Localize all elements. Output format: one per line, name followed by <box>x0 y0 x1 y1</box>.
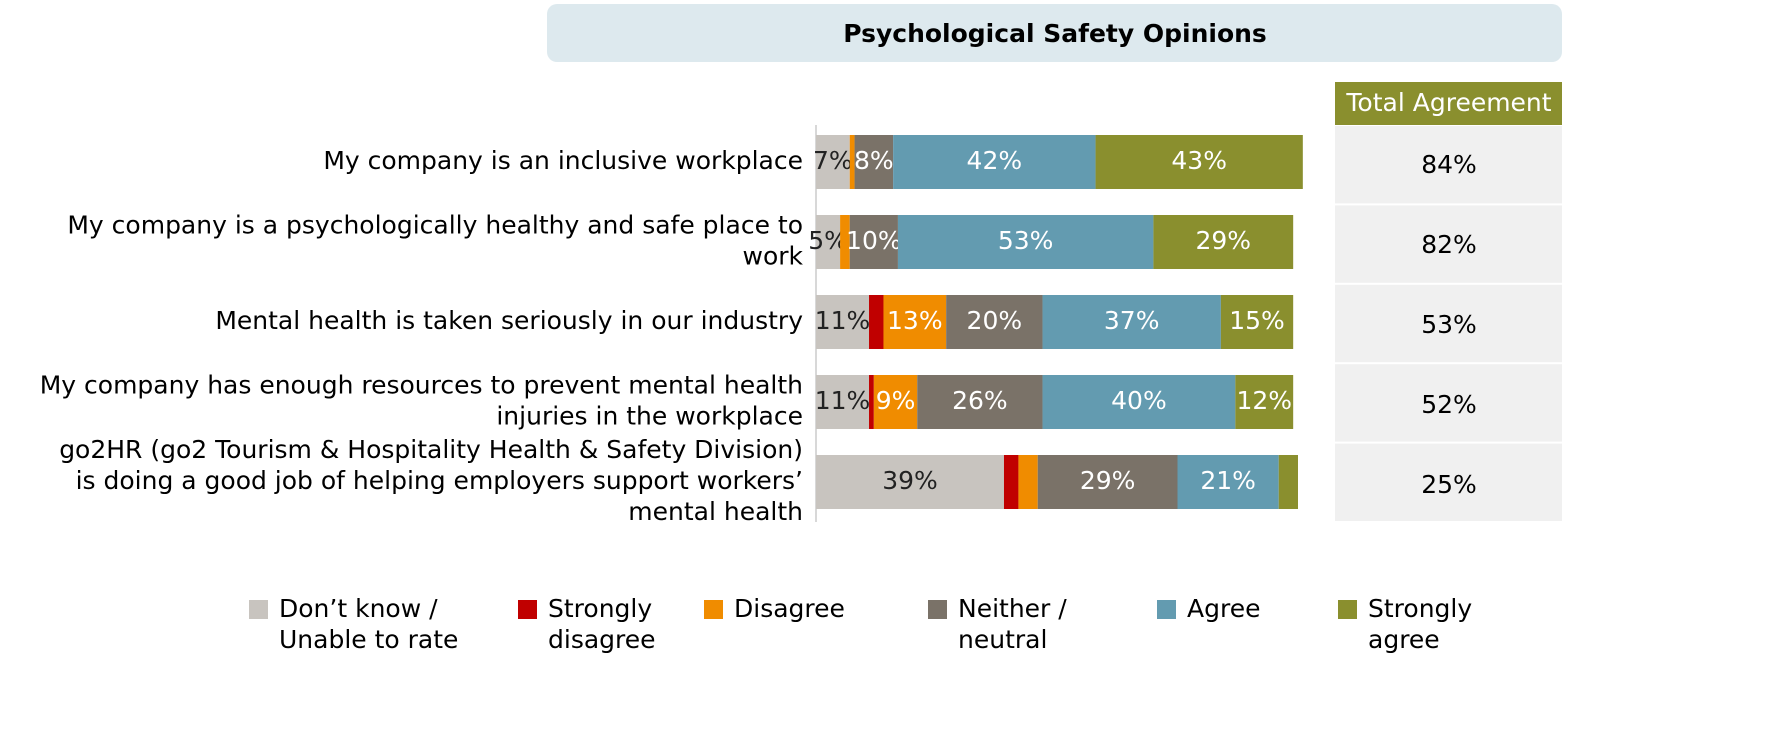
bar-segment <box>849 215 898 269</box>
legend-swatch <box>249 600 268 619</box>
legend-label: Agree <box>1187 594 1260 623</box>
bar-segment <box>816 295 870 349</box>
bar-segment <box>1220 295 1294 349</box>
table-header-label: Total Agreement <box>1345 88 1551 117</box>
legend-label: Don’t know / Unable to rate <box>279 594 458 654</box>
category-label: My company is a psychologically healthy … <box>67 211 803 271</box>
table-header <box>1335 82 1562 125</box>
bar-segment <box>1003 455 1019 509</box>
title-banner <box>547 4 1562 62</box>
value-label: 26% <box>952 386 1008 415</box>
legend-swatch <box>928 600 947 619</box>
category-label: go2HR (go2 Tourism & Hospitality Health … <box>59 435 803 526</box>
table-value: 82% <box>1421 230 1477 259</box>
table-value: 84% <box>1421 150 1477 179</box>
bar-segment <box>869 375 874 429</box>
value-label: 15% <box>1229 306 1285 335</box>
bar-segment <box>1018 455 1038 509</box>
bar-segment <box>883 295 947 349</box>
value-label: 9% <box>876 386 916 415</box>
bar-segment <box>1153 215 1294 269</box>
value-label: 37% <box>1104 306 1160 335</box>
bar-segment <box>873 375 918 429</box>
table-value: 52% <box>1421 390 1477 419</box>
value-label: 43% <box>1171 146 1227 175</box>
value-label: 29% <box>1196 226 1252 255</box>
legend-label: Disagree <box>734 594 845 623</box>
category-label: Mental health is taken seriously in our … <box>215 306 803 335</box>
category-label: My company has enough resources to preve… <box>40 371 803 431</box>
bar-segment <box>816 135 850 189</box>
value-label: 11% <box>815 306 871 335</box>
legend-label: Neither / neutral <box>958 594 1067 654</box>
bar-segment <box>869 295 884 349</box>
value-label: 39% <box>882 466 938 495</box>
value-label: 20% <box>967 306 1023 335</box>
bar-segment <box>854 135 894 189</box>
value-label: 12% <box>1236 386 1292 415</box>
bar-segment <box>1042 375 1236 429</box>
value-label: 13% <box>887 306 943 335</box>
legend-swatch <box>1157 600 1176 619</box>
table-cell <box>1335 126 1562 204</box>
table-cell <box>1335 205 1562 283</box>
legend-swatch <box>1338 600 1357 619</box>
bar-segment <box>1177 455 1279 509</box>
table-cell <box>1335 284 1562 363</box>
value-label: 8% <box>854 146 894 175</box>
bar-segment <box>849 135 855 189</box>
value-label: 29% <box>1080 466 1136 495</box>
value-label: 42% <box>967 146 1023 175</box>
value-label: 21% <box>1200 466 1256 495</box>
table-value: 53% <box>1421 310 1477 339</box>
bar-segment <box>1037 455 1178 509</box>
category-label: My company is an inclusive workplace <box>323 146 803 175</box>
table-cell <box>1335 364 1562 442</box>
bar-segment <box>1235 375 1294 429</box>
chart-title: Psychological Safety Opinions <box>843 19 1267 48</box>
bar-segment <box>1278 455 1298 509</box>
bar-segment <box>897 215 1154 269</box>
bar-segment <box>893 135 1096 189</box>
bar-segment <box>1095 135 1303 189</box>
legend-swatch <box>518 600 537 619</box>
legend-label: Strongly agree <box>1368 594 1472 654</box>
bar-segment <box>917 375 1043 429</box>
table-cell <box>1335 443 1562 521</box>
bar-segment <box>946 295 1043 349</box>
bar-segment <box>816 215 841 269</box>
value-label: 40% <box>1111 386 1167 415</box>
table-value: 25% <box>1421 470 1477 499</box>
bar-segment <box>816 375 870 429</box>
legend-swatch <box>704 600 723 619</box>
value-label: 53% <box>998 226 1054 255</box>
value-label: 10% <box>846 226 902 255</box>
bar-segment <box>840 215 850 269</box>
value-label: 7% <box>813 146 853 175</box>
bar-segment <box>1042 295 1221 349</box>
bar-segment <box>816 455 1004 509</box>
legend-label: Strongly disagree <box>548 594 656 654</box>
value-label: 11% <box>815 386 871 415</box>
